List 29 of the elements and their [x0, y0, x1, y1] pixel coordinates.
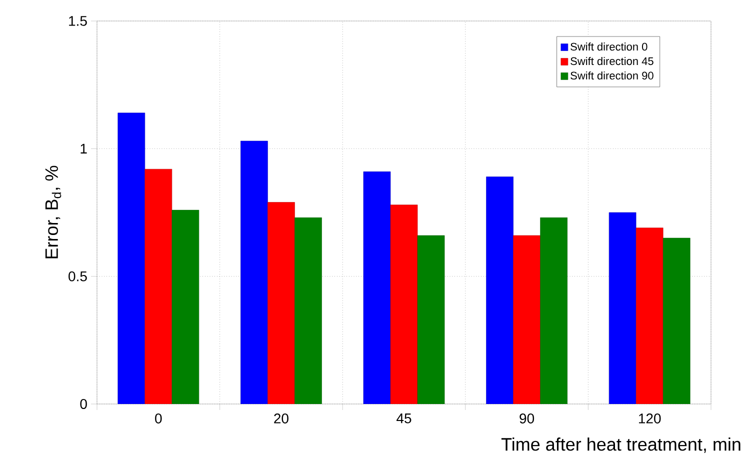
bar — [268, 202, 295, 404]
y-tick-label: 0 — [80, 399, 87, 409]
bar — [240, 140, 268, 404]
x-axis-title: Time after heat treatment, min — [501, 438, 740, 453]
bar — [486, 176, 514, 404]
y-tick-label: 1 — [80, 144, 87, 154]
y-axis-title: Error, B$_{d}$, % — [45, 166, 62, 258]
bar — [540, 217, 568, 404]
bar — [662, 238, 690, 404]
bar — [513, 235, 540, 404]
x-tick-label: 20 — [274, 414, 288, 424]
bar — [144, 168, 172, 404]
bar — [636, 228, 664, 404]
bar — [118, 112, 146, 404]
x-tick-label: 45 — [396, 414, 412, 424]
y-tick-label: 0.5 — [68, 271, 87, 282]
bar — [294, 217, 322, 404]
x-tick-label: 0 — [155, 414, 162, 424]
x-tick-label: 120 — [638, 414, 661, 424]
x-tick-label: 90 — [520, 414, 534, 424]
bar — [172, 210, 200, 404]
bar — [390, 204, 418, 404]
legend-label: Swift direction 45 — [570, 56, 654, 66]
legend-label: Swift direction 90 — [570, 71, 654, 80]
bar — [608, 212, 636, 404]
bar — [417, 235, 445, 404]
bar — [363, 171, 391, 404]
y-tick-label: 1.5 — [69, 16, 87, 26]
legend-label: Swift direction 0 — [570, 42, 648, 51]
